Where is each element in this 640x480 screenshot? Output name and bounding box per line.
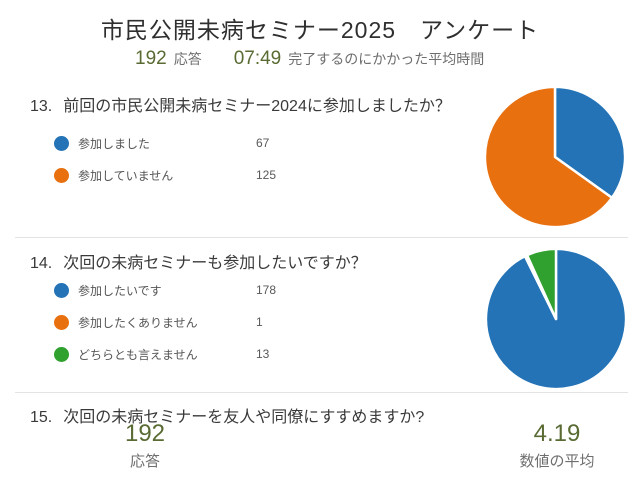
average-value: 4.19: [533, 420, 581, 447]
legend-count: 13: [256, 347, 270, 361]
question-13-text: 前回の市民公開未病セミナー2024に参加しましたか？: [63, 98, 451, 115]
avg-time-label: 完了するのにかかった平均時間: [288, 51, 485, 67]
question-14-legend: 参加したいです 178 参加したくありません 1 どちらとも言えません 13: [54, 274, 276, 370]
page-title: 市民公開未病セミナー2025 アンケート: [100, 17, 540, 43]
question-15-average-stat: 4.19 数値の平均: [497, 420, 617, 471]
question-13-legend: 参加しました 67 参加していません 125: [54, 127, 276, 191]
legend-dot-blue: [54, 282, 69, 298]
question-15-text: 次回の未病セミナーを友人や同僚にすすめますか?: [63, 409, 425, 426]
responses-label: 応答: [129, 453, 160, 471]
responses-label: 応答: [173, 51, 202, 67]
question-15-heading: 15. 次回の未病セミナーを友人や同僚にすすめますか?: [30, 403, 424, 427]
legend-item: 参加したくありません 1: [54, 306, 276, 338]
legend-item: 参加しました 67: [54, 127, 276, 159]
legend-label: 参加しました: [78, 136, 151, 151]
legend-label: 参加したいです: [78, 283, 162, 298]
legend-label: 参加していません: [78, 168, 174, 183]
legend-label: 参加したくありません: [78, 315, 198, 330]
average-label: 数値の平均: [519, 453, 595, 471]
question-14-heading: 14. 次回の未病セミナーも参加したいですか？: [30, 249, 367, 273]
pie-chart-q13[interactable]: [481, 83, 629, 231]
pie-chart-q14[interactable]: [482, 245, 630, 393]
legend-dot-orange: [54, 167, 69, 183]
responses-count: 192: [124, 420, 166, 447]
legend-label: どちらとも言えません: [78, 347, 198, 362]
section-divider: [15, 237, 628, 238]
question-14-text: 次回の未病セミナーも参加したいですか？: [63, 255, 367, 272]
legend-dot-orange: [54, 314, 69, 330]
legend-count: 67: [256, 136, 270, 150]
question-15-number: 15.: [30, 409, 53, 426]
question-15-responses-stat: 192 応答: [95, 420, 195, 471]
legend-count: 1: [256, 315, 263, 329]
legend-item: 参加したいです 178: [54, 274, 276, 306]
question-14-number: 14.: [30, 255, 53, 272]
legend-count: 125: [256, 168, 277, 182]
responses-stat: 192 応答: [135, 48, 202, 70]
summary-stats: 192 応答 07:49 完了するのにかかった平均時間: [135, 48, 484, 70]
responses-count: 192: [135, 48, 167, 69]
legend-dot-green: [54, 346, 69, 362]
question-13-number: 13.: [30, 98, 53, 115]
question-13-heading: 13. 前回の市民公開未病セミナー2024に参加しましたか？: [30, 92, 451, 116]
legend-dot-blue: [54, 135, 69, 151]
legend-item: どちらとも言えません 13: [54, 338, 276, 370]
legend-count: 178: [256, 283, 277, 297]
avg-time-stat: 07:49 完了するのにかかった平均時間: [234, 48, 485, 70]
avg-time-value: 07:49: [233, 48, 282, 69]
section-divider: [15, 392, 628, 393]
legend-item: 参加していません 125: [54, 159, 276, 191]
